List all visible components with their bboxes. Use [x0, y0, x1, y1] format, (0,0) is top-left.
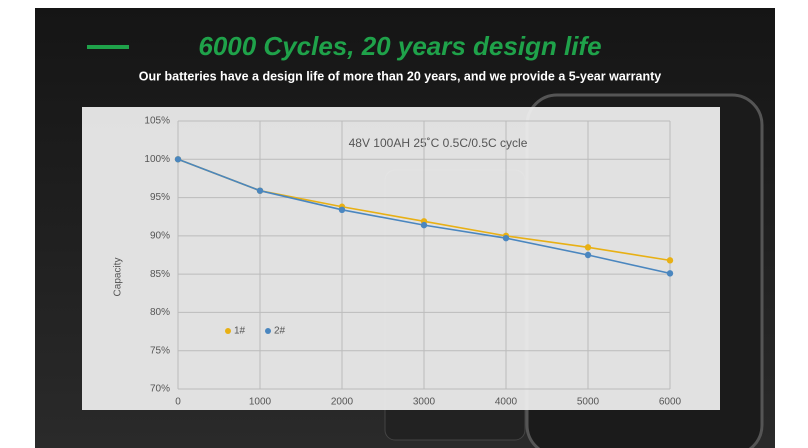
- data-point: [338, 206, 346, 214]
- title: 6000 Cycles, 20 years design life: [198, 31, 601, 61]
- legend-swatch: [265, 328, 271, 334]
- y-tick-label: 75%: [150, 345, 170, 356]
- chart-title: 48V 100AH 25˚C 0.5C/0.5C cycle: [349, 136, 528, 150]
- legend-label: 2#: [274, 326, 286, 337]
- x-tick-label: 4000: [495, 397, 518, 408]
- y-tick-label: 90%: [150, 230, 170, 241]
- y-tick-label: 85%: [150, 269, 170, 280]
- x-tick-label: 2000: [331, 397, 354, 408]
- y-axis-label: Capacity: [113, 258, 124, 297]
- data-point: [502, 234, 510, 242]
- y-tick-label: 95%: [150, 192, 170, 203]
- y-tick-label: 70%: [150, 384, 170, 395]
- y-tick-label: 80%: [150, 307, 170, 318]
- x-tick-label: 6000: [659, 397, 682, 408]
- data-point: [584, 244, 592, 251]
- chart-panel: [82, 107, 720, 410]
- x-tick-label: 5000: [577, 397, 600, 408]
- x-tick-label: 3000: [413, 397, 436, 408]
- data-point: [174, 156, 182, 163]
- accent-dash: [87, 45, 129, 49]
- x-tick-label: 1000: [249, 397, 272, 408]
- data-point: [584, 251, 592, 259]
- y-tick-label: 105%: [144, 116, 170, 127]
- legend-swatch: [225, 328, 231, 334]
- data-point: [256, 187, 264, 194]
- legend-label: 1#: [234, 326, 246, 337]
- y-tick-label: 100%: [144, 154, 170, 165]
- data-point: [420, 221, 428, 229]
- subtitle: Our batteries have a design life of more…: [139, 69, 661, 83]
- x-tick-label: 0: [175, 397, 181, 408]
- data-point: [666, 257, 674, 264]
- data-point: [666, 270, 674, 277]
